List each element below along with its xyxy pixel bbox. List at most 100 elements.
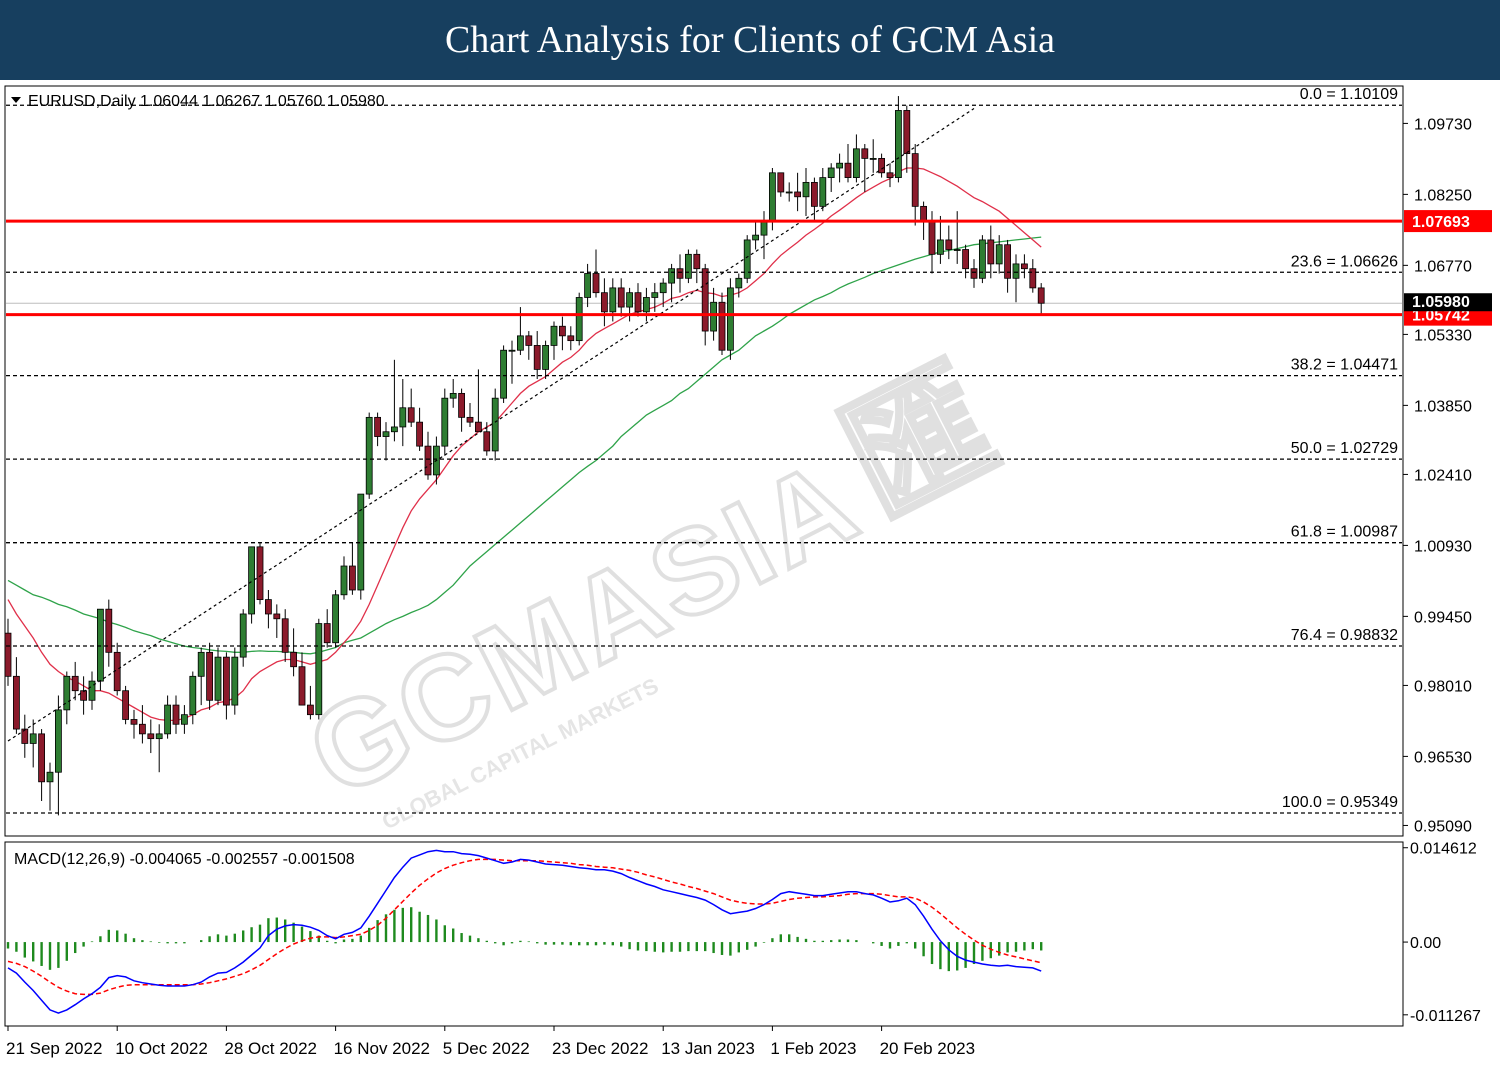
candle <box>264 589 272 629</box>
candle <box>752 220 759 250</box>
bearish-candle-body <box>71 675 79 692</box>
bullish-candle-body <box>97 608 104 682</box>
candle <box>668 263 675 303</box>
candle <box>180 705 188 734</box>
bullish-candle-body <box>550 325 558 346</box>
fib-level-label: 76.4 = 0.98832 <box>1291 627 1398 644</box>
fib-level-label: 0.0 = 1.10109 <box>1300 86 1398 103</box>
bullish-candle-body <box>214 656 222 701</box>
candle <box>365 412 373 499</box>
bearish-candle-body <box>130 719 138 725</box>
bullish-candle-body <box>399 407 407 428</box>
ma-fast-line <box>7 167 1042 722</box>
bearish-candle-body <box>962 249 969 270</box>
candle <box>878 153 885 178</box>
candle <box>374 412 382 447</box>
bearish-candle-body <box>306 704 314 716</box>
x-tick-label: 1 Feb 2023 <box>770 1039 856 1058</box>
bullish-candle-body <box>248 546 256 615</box>
bearish-candle-body <box>1029 268 1037 289</box>
bullish-candle-body <box>390 426 398 433</box>
candle <box>189 671 197 725</box>
bullish-candle-body <box>827 167 835 178</box>
bullish-candle-body <box>231 656 239 706</box>
candle <box>71 661 79 701</box>
fib-level-label: 38.2 = 1.04471 <box>1291 357 1398 374</box>
bullish-candle-body <box>332 594 340 644</box>
bullish-candle-body <box>508 349 516 352</box>
bullish-candle-body <box>584 273 591 298</box>
bearish-candle-body <box>886 172 894 178</box>
bearish-candle-body <box>634 292 642 313</box>
bullish-candle-body <box>979 239 986 279</box>
candle <box>449 378 457 408</box>
candle <box>869 139 877 173</box>
candle <box>827 163 835 192</box>
bullish-candle-body <box>155 733 163 740</box>
candle <box>12 657 20 734</box>
bearish-candle-body <box>416 421 424 447</box>
bullish-candle-body <box>542 345 549 370</box>
fib-level-label: 100.0 = 0.95349 <box>1282 794 1398 811</box>
candle <box>248 546 256 624</box>
bearish-candle-body <box>567 335 575 342</box>
candle <box>995 235 1003 274</box>
price-panel-frame <box>4 85 1404 837</box>
collapse-triangle-icon[interactable] <box>11 97 21 103</box>
candle <box>651 283 659 312</box>
candle <box>979 235 986 284</box>
candle <box>735 273 743 298</box>
candle <box>895 96 902 183</box>
macd-line <box>7 849 1042 1014</box>
candle <box>399 378 407 447</box>
bearish-candle-body <box>718 301 726 351</box>
candle <box>323 609 331 648</box>
bearish-candle-body <box>1004 244 1011 279</box>
candle <box>63 671 71 725</box>
candle <box>844 144 852 183</box>
candle <box>298 652 306 706</box>
bearish-candle-body <box>592 273 600 294</box>
bearish-candle-body <box>38 733 45 783</box>
bearish-candle-body <box>693 253 701 270</box>
bearish-candle-body <box>945 239 953 250</box>
candle <box>222 652 230 720</box>
y-tick-label: 0.98010 <box>1414 678 1472 695</box>
bullish-candle-body <box>189 675 197 716</box>
bearish-candle-body <box>374 416 382 437</box>
bearish-candle-body <box>80 690 87 701</box>
bullish-candle-body <box>769 172 776 222</box>
candle <box>693 249 701 284</box>
candle <box>1037 283 1045 315</box>
x-tick-label: 23 Dec 2022 <box>552 1039 648 1058</box>
candle <box>466 402 474 427</box>
candle <box>273 604 281 638</box>
candle <box>727 278 734 360</box>
candle <box>340 556 348 600</box>
bearish-candle-body <box>281 618 289 653</box>
y-tick-label: 1.08250 <box>1414 187 1472 204</box>
y-tick-label: 0.95090 <box>1414 818 1472 835</box>
bullish-candle-body <box>819 177 827 207</box>
bearish-candle-body <box>4 632 12 677</box>
candle <box>1029 259 1037 293</box>
bullish-candle-body <box>995 244 1003 265</box>
bearish-candle-body <box>1037 287 1045 304</box>
candle <box>903 105 911 173</box>
bearish-candle-body <box>273 613 281 620</box>
bullish-candle-body <box>315 623 323 716</box>
bearish-candle-body <box>407 407 415 423</box>
bullish-candle-body <box>1012 263 1020 279</box>
candle <box>836 153 843 183</box>
candle <box>382 422 390 461</box>
bearish-candle-body <box>1021 263 1028 270</box>
y-tick-label: 1.03850 <box>1414 398 1472 415</box>
candle <box>802 168 810 216</box>
bullish-candle-body <box>895 110 902 178</box>
candle <box>281 609 289 662</box>
candle <box>718 292 726 356</box>
resistance-line-tag <box>1404 210 1492 233</box>
candle <box>21 714 29 758</box>
bullish-candle-body <box>382 431 390 437</box>
candle <box>701 263 709 346</box>
